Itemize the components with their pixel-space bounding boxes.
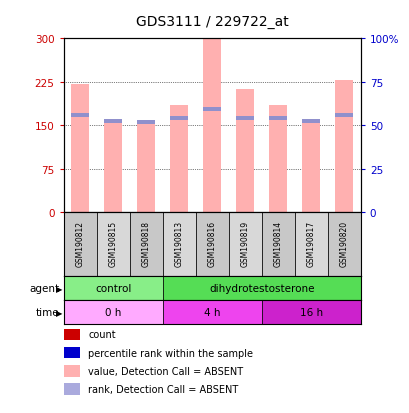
Bar: [335, 81, 353, 213]
Bar: [162, 213, 195, 277]
Bar: [129, 213, 162, 277]
Bar: [301, 121, 319, 213]
Text: value, Detection Call = ABSENT: value, Detection Call = ABSENT: [88, 366, 243, 376]
Bar: [202, 108, 221, 112]
Bar: [170, 117, 188, 121]
Bar: [228, 213, 261, 277]
Bar: [63, 277, 162, 301]
Bar: [63, 213, 97, 277]
Text: control: control: [94, 284, 131, 294]
Bar: [301, 120, 319, 124]
Bar: [268, 106, 287, 213]
Text: time: time: [36, 308, 59, 318]
Bar: [137, 121, 155, 125]
Text: agent: agent: [29, 284, 59, 294]
Bar: [162, 277, 360, 301]
Text: GSM190814: GSM190814: [273, 221, 282, 266]
Text: GSM190818: GSM190818: [141, 221, 150, 266]
Bar: [327, 213, 360, 277]
Text: GDS3111 / 229722_at: GDS3111 / 229722_at: [135, 15, 288, 29]
Text: GSM190813: GSM190813: [174, 221, 183, 266]
Text: GSM190815: GSM190815: [108, 221, 117, 266]
Bar: [170, 106, 188, 213]
Bar: [71, 84, 89, 213]
Bar: [236, 90, 254, 213]
Bar: [195, 213, 228, 277]
Text: 16 h: 16 h: [299, 308, 322, 318]
Text: GSM190820: GSM190820: [339, 221, 348, 266]
Bar: [137, 122, 155, 213]
Text: GSM190816: GSM190816: [207, 221, 216, 266]
Text: ▶: ▶: [56, 284, 63, 293]
Bar: [162, 301, 261, 325]
Bar: [104, 119, 122, 123]
Bar: [268, 117, 287, 121]
Text: rank, Detection Call = ABSENT: rank, Detection Call = ABSENT: [88, 384, 238, 394]
Text: dihydrotestosterone: dihydrotestosterone: [209, 284, 314, 294]
Bar: [104, 120, 122, 213]
Bar: [97, 213, 129, 277]
Bar: [261, 301, 360, 325]
Bar: [294, 213, 327, 277]
Bar: [261, 213, 294, 277]
Text: count: count: [88, 330, 115, 339]
Text: GSM190817: GSM190817: [306, 221, 315, 266]
Text: GSM190819: GSM190819: [240, 221, 249, 266]
Bar: [202, 40, 221, 213]
Bar: [335, 114, 353, 118]
Text: ▶: ▶: [56, 308, 63, 317]
Bar: [63, 301, 162, 325]
Text: GSM190812: GSM190812: [75, 221, 84, 266]
Text: 0 h: 0 h: [105, 308, 121, 318]
Text: 4 h: 4 h: [203, 308, 220, 318]
Text: percentile rank within the sample: percentile rank within the sample: [88, 348, 252, 358]
Bar: [71, 114, 89, 118]
Bar: [236, 117, 254, 121]
